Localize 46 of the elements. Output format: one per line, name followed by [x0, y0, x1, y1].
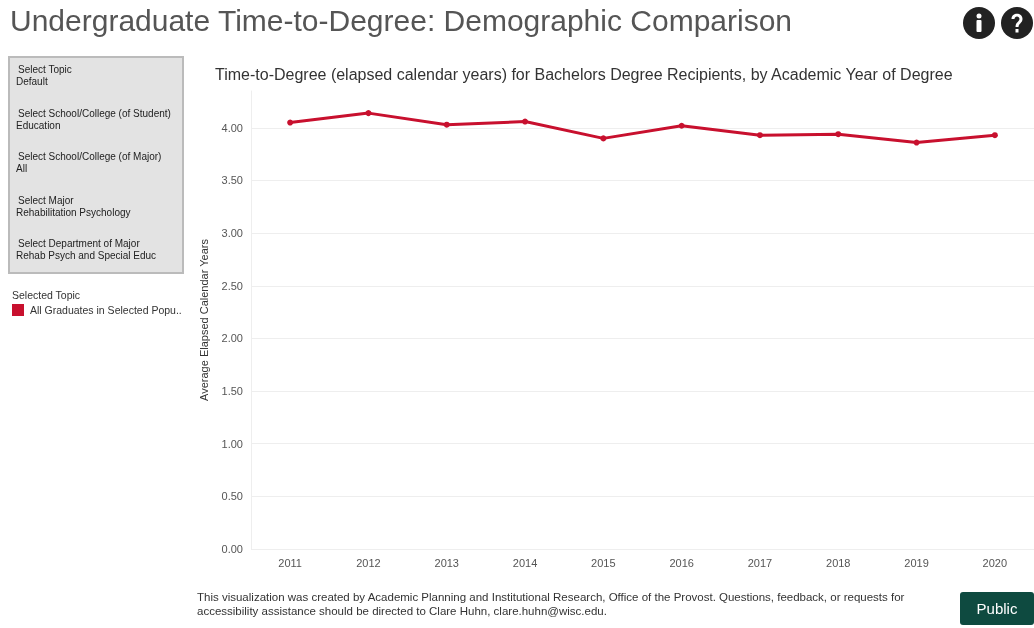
point [678, 122, 685, 129]
text: Select Department of Major [17, 238, 141, 250]
text: Rehab Psych and Special Educ [16, 250, 158, 262]
text: This visualization was created by Academic Planning and Institutional Research, Office of the Provost. Questions, feedback, or requests for accessibility assistance should be directed to Clare Huhn, clare.huhn@wisc.edu. [197, 590, 906, 618]
text: Rehabilitation Psychology [16, 206, 132, 219]
x-tick-label: 2014 [512, 556, 538, 569]
y-axis-title: Average Elapsed Calendar Years [197, 238, 210, 401]
legend-label: All Graduates in Selected Popu.. [30, 304, 182, 316]
text: Default [16, 76, 49, 88]
x-tick-label: 2015 [591, 556, 616, 569]
point [913, 139, 920, 146]
point [443, 121, 450, 128]
point [522, 118, 529, 125]
text: All [16, 163, 29, 175]
x-tick-label: 2013 [434, 556, 459, 569]
x-tick-label: 2016 [669, 556, 694, 569]
point [835, 131, 842, 138]
y-tick-label: 3.50 [221, 174, 243, 187]
x-tick-label: 2018 [826, 556, 851, 569]
x-tick-label: 2020 [982, 556, 1008, 569]
point [991, 132, 998, 139]
y-tick-label: 2.00 [221, 332, 243, 345]
y-tick-label: 4.00 [221, 121, 243, 134]
point [287, 119, 294, 126]
text: Select Major [17, 194, 75, 207]
text: Education [16, 119, 62, 132]
legend-title: Selected Topic [12, 289, 82, 301]
x-tick-label: 2017 [747, 556, 773, 569]
y-tick-label: 3.00 [221, 227, 243, 240]
y-tick-label: 1.50 [221, 385, 243, 398]
x-tick-label: 2012 [356, 556, 381, 569]
y-tick-label: 0.50 [221, 490, 243, 503]
x-tick-label: 2011 [278, 556, 302, 569]
y-tick-label: 1.00 [221, 437, 243, 450]
text: Select School/College (of Student) [17, 107, 172, 120]
text: Public [960, 592, 1034, 625]
point [365, 110, 372, 117]
text: Select School/College (of Major) [17, 151, 163, 163]
point [756, 132, 763, 139]
y-tick-label: 2.50 [221, 279, 243, 292]
point [600, 135, 607, 142]
y-tick-label: 0.00 [221, 543, 243, 555]
x-tick-label: 2019 [904, 556, 929, 569]
text: Select Topic [17, 64, 73, 76]
chart-subtitle: Time-to-Degree (elapsed calendar years) for Bachelors Degree Recipients, by Academic Year of Degree [215, 65, 953, 83]
chart-title: Undergraduate Time-to-Degree: Demographic Comparison [10, 4, 793, 38]
